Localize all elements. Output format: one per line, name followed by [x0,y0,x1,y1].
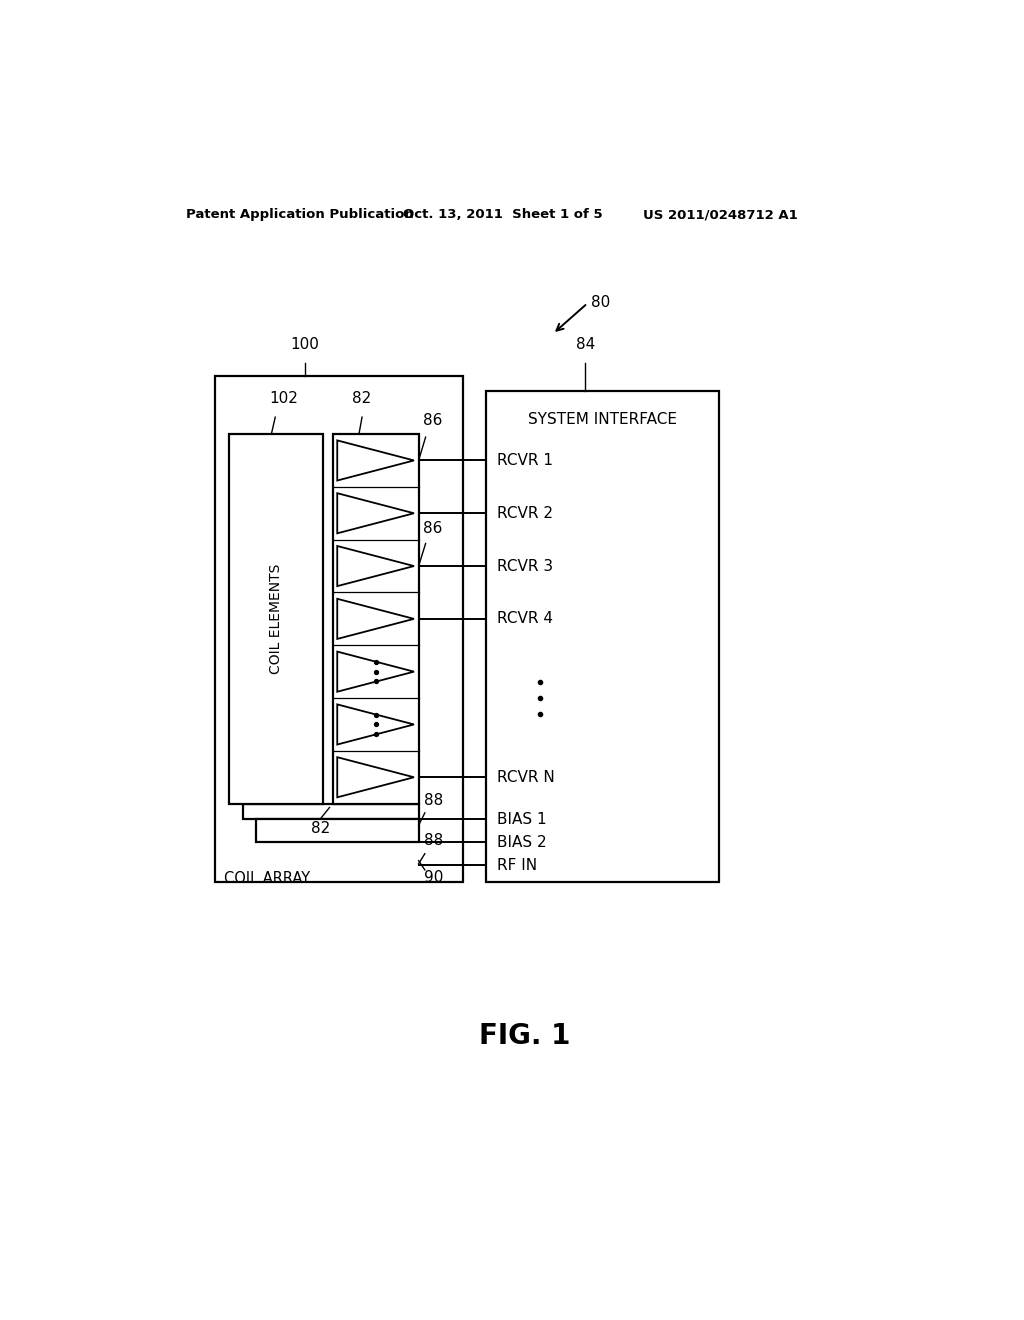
Text: 82: 82 [352,391,372,407]
Text: FIG. 1: FIG. 1 [479,1022,570,1051]
Polygon shape [337,441,414,480]
Text: RCVR 1: RCVR 1 [497,453,553,469]
Bar [333,434,419,804]
Text: 102: 102 [269,391,298,407]
Text: 88: 88 [424,833,443,849]
Polygon shape [337,705,414,744]
Text: BIAS 2: BIAS 2 [497,834,547,850]
Text: BIAS 1: BIAS 1 [497,812,547,826]
Text: RF IN: RF IN [497,858,537,873]
Text: Oct. 13, 2011  Sheet 1 of 5: Oct. 13, 2011 Sheet 1 of 5 [403,209,603,222]
Bar [228,434,324,804]
Text: 86: 86 [423,521,442,536]
Text: RCVR 4: RCVR 4 [497,611,553,627]
Text: COIL ARRAY: COIL ARRAY [224,871,310,887]
Text: US 2011/0248712 A1: US 2011/0248712 A1 [643,209,798,222]
Bar [486,391,719,882]
Bar [243,804,419,818]
Bar [256,818,419,842]
Text: 86: 86 [423,413,442,428]
Polygon shape [337,546,414,586]
Text: 80: 80 [592,296,610,310]
Text: RCVR N: RCVR N [497,770,555,785]
Text: COIL ELEMENTS: COIL ELEMENTS [269,564,283,675]
Text: 100: 100 [290,338,319,352]
Text: Patent Application Publication: Patent Application Publication [186,209,414,222]
Polygon shape [337,599,414,639]
Polygon shape [337,494,414,533]
Bar [215,376,463,882]
Text: 84: 84 [575,338,595,352]
Text: 90: 90 [424,870,443,884]
Text: SYSTEM INTERFACE: SYSTEM INTERFACE [527,412,677,428]
Text: 88: 88 [424,792,443,808]
Text: RCVR 2: RCVR 2 [497,506,553,521]
Text: RCVR 3: RCVR 3 [497,558,553,574]
Text: 82: 82 [310,821,330,836]
Polygon shape [337,758,414,797]
Polygon shape [337,652,414,692]
